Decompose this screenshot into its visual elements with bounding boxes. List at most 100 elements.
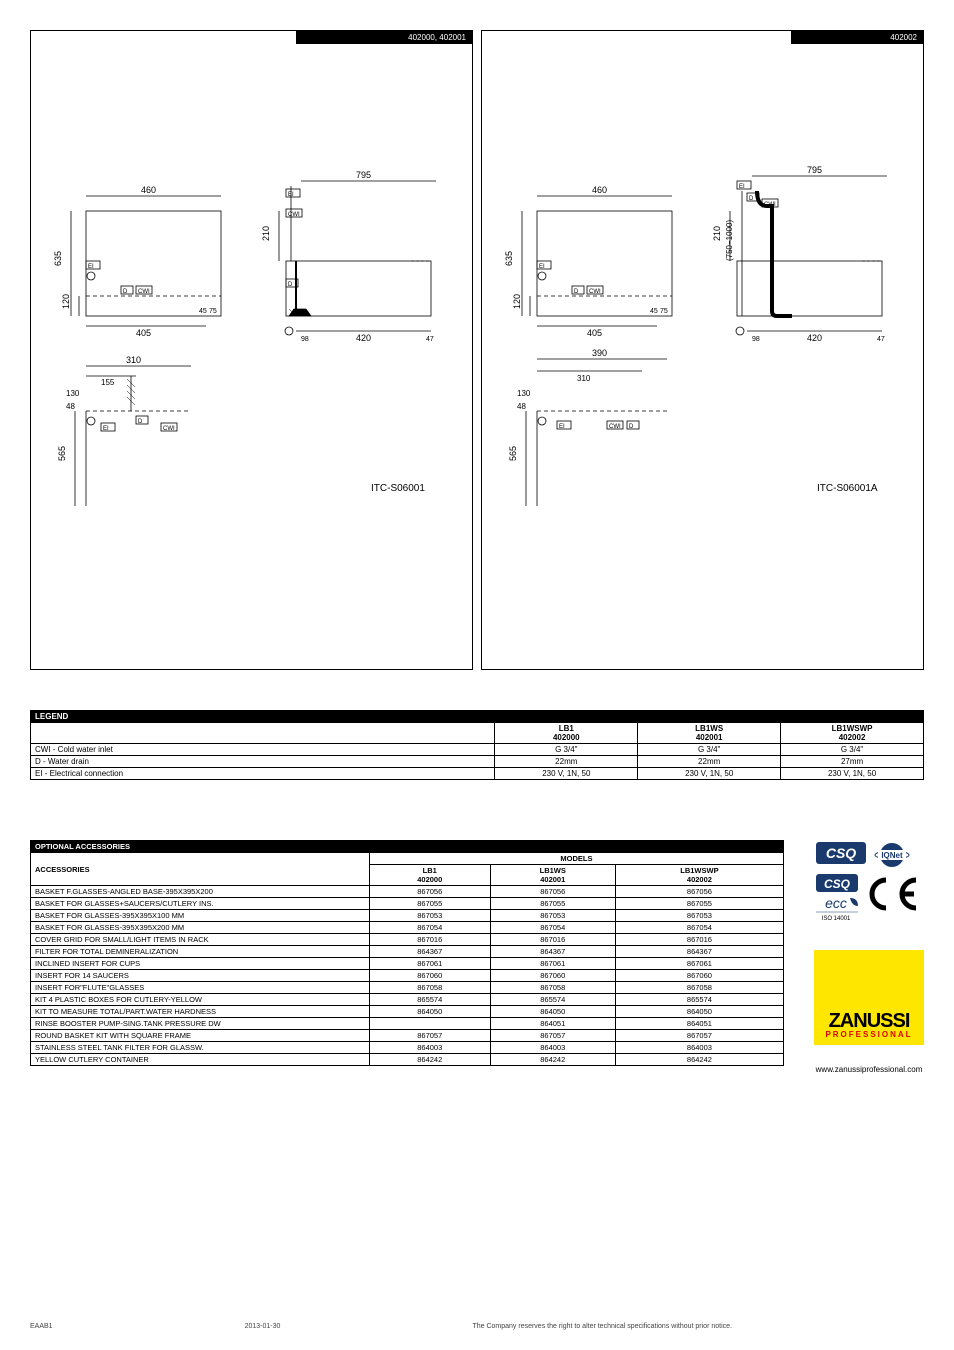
table-row: INSERT FOR"FLUTE"GLASSES8670588670588670… [31,982,784,994]
svg-text:635: 635 [504,251,514,266]
legend-col-0: LB1402000 [495,723,638,744]
table-row: INSERT FOR 14 SAUCERS867060867060867060 [31,970,784,982]
svg-text:D: D [123,289,128,295]
svg-text:D: D [288,282,293,288]
svg-text:130: 130 [66,389,80,398]
svg-text:390: 390 [592,348,607,358]
legend-title: LEGEND [31,711,924,723]
acc-col-2: LB1WSWP402002 [615,865,783,886]
svg-text:565: 565 [57,446,67,461]
table-row: RINSE BOOSTER PUMP-SING.TANK PRESSURE DW… [31,1018,784,1030]
legend-col-2: LB1WSWP402002 [781,723,924,744]
table-row: YELLOW CUTLERY CONTAINER8642428642428642… [31,1054,784,1066]
svg-text:(750−1000): (750−1000) [725,220,734,261]
svg-text:CWI: CWI [138,289,150,295]
svg-text:CWI: CWI [589,289,601,295]
technical-drawing-left: 460 635 120 EI D CWI 405 45 [31,61,479,671]
svg-text:ITC-S06001A: ITC-S06001A [817,483,878,494]
table-row: KIT TO MEASURE TOTAL/PART.WATER HARDNESS… [31,1006,784,1018]
diagram-header-left: 402000, 402001 [296,31,472,44]
svg-text:120: 120 [61,294,71,309]
svg-text:795: 795 [807,165,822,175]
legend-table: LEGEND LB1402000 LB1WS402001 LB1WSWP4020… [30,710,924,780]
diagrams-row: 402000, 402001 460 635 120 [30,30,924,670]
legend-col-1: LB1WS402001 [638,723,781,744]
svg-text:210: 210 [261,226,271,241]
svg-text:ISO 14001: ISO 14001 [822,916,851,922]
table-row: BASKET F.GLASSES-ANGLED BASE-395X395X200… [31,886,784,898]
svg-text:420: 420 [807,333,822,343]
table-row: BASKET FOR GLASSES+SAUCERS/CUTLERY INS.8… [31,898,784,910]
accessories-block: OPTIONAL ACCESSORIES ACCESSORIES MODELS … [30,840,784,1074]
svg-text:130: 130 [517,389,531,398]
svg-text:45: 45 [199,308,207,315]
svg-text:120: 120 [512,294,522,309]
table-row: FILTER FOR TOTAL DEMINERALIZATION8643678… [31,946,784,958]
svg-text:310: 310 [126,355,141,365]
svg-text:795: 795 [356,170,371,180]
table-row: INCLINED INSERT FOR CUPS8670618670618670… [31,958,784,970]
diagram-panel-left: 402000, 402001 460 635 120 [30,30,473,670]
models-title: MODELS [369,853,783,865]
svg-text:460: 460 [141,185,156,195]
logos-column: CSQ IQNet CSQ ecc ISO 14001 [814,840,924,1074]
svg-text:CWI: CWI [288,212,300,218]
footer-date: 2013-01-30 [245,1323,281,1330]
footer-code: EAAB1 [30,1323,53,1330]
svg-text:48: 48 [66,402,75,411]
svg-text:IQNet: IQNet [881,851,903,860]
diagram-panel-right: 402002 460 635 120 EI D [481,30,924,670]
svg-text:ecc: ecc [825,895,847,911]
brand-sub: PROFESSIONAL [825,1030,912,1039]
svg-text:EI: EI [739,184,745,190]
website-url: www.zanussiprofessional.com [816,1065,923,1074]
svg-text:ITC-S06001: ITC-S06001 [371,483,425,494]
table-row: EI - Electrical connection230 V, 1N, 502… [31,768,924,780]
svg-text:98: 98 [301,336,309,343]
svg-text:D: D [629,424,634,430]
technical-drawing-right: 460 635 120 EI D CWI 405 45 75 [482,61,930,671]
svg-text:45: 45 [650,308,658,315]
brand-logo: ZANUSSI PROFESSIONAL [814,950,924,1045]
svg-text:155: 155 [101,378,115,387]
svg-text:47: 47 [426,336,434,343]
svg-text:405: 405 [587,328,602,338]
svg-text:98: 98 [752,336,760,343]
table-row: CWI - Cold water inletG 3/4"G 3/4"G 3/4" [31,744,924,756]
svg-text:EI: EI [88,264,94,270]
table-row: BASKET FOR GLASSES-395X395X200 MM8670548… [31,922,784,934]
acc-col-1: LB1WS402001 [490,865,615,886]
page-footer: EAAB1 2013-01-30 The Company reserves th… [30,1323,924,1330]
table-row: STAINLESS STEEL TANK FILTER FOR GLASSW.8… [31,1042,784,1054]
svg-text:310: 310 [577,374,591,383]
svg-text:405: 405 [136,328,151,338]
svg-text:D: D [138,419,143,425]
svg-text:47: 47 [877,336,885,343]
svg-text:565: 565 [508,446,518,461]
svg-text:460: 460 [592,185,607,195]
svg-text:CSQ: CSQ [824,877,851,891]
svg-text:210: 210 [712,226,722,241]
svg-text:D: D [574,289,579,295]
acc-col-0: LB1402000 [369,865,490,886]
accessories-table: OPTIONAL ACCESSORIES ACCESSORIES MODELS … [30,840,784,1066]
table-row: BASKET FOR GLASSES-395X395X100 MM8670538… [31,910,784,922]
svg-text:EI: EI [539,264,545,270]
diagram-header-right: 402002 [791,31,923,44]
table-row: KIT 4 PLASTIC BOXES FOR CUTLERY-YELLOW86… [31,994,784,1006]
svg-text:CWI: CWI [609,424,621,430]
svg-text:635: 635 [53,251,63,266]
svg-text:CWI: CWI [163,426,175,432]
opt-acc-title: OPTIONAL ACCESSORIES [31,841,784,853]
table-row: ROUND BASKET KIT WITH SQUARE FRAME867057… [31,1030,784,1042]
svg-text:75: 75 [209,308,217,315]
svg-text:D: D [749,196,754,202]
table-row: D - Water drain22mm22mm27mm [31,756,924,768]
brand-name: ZANUSSI [829,1012,910,1030]
acc-title: ACCESSORIES [31,853,370,886]
svg-text:75: 75 [660,308,668,315]
svg-text:48: 48 [517,402,526,411]
svg-text:420: 420 [356,333,371,343]
svg-text:CSQ: CSQ [826,845,856,861]
svg-text:EI: EI [103,426,109,432]
